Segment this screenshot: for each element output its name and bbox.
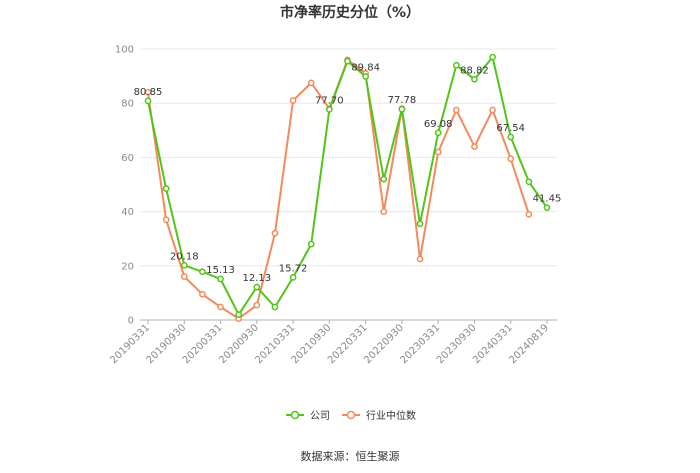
legend-industry-label: 行业中位数: [366, 409, 416, 422]
x-tick-label: 20240819: [507, 322, 551, 366]
data-point: [434, 129, 442, 137]
data-point: [471, 75, 478, 83]
data-point: [416, 220, 424, 228]
legend[interactable]: 公司 行业中位数: [286, 409, 416, 422]
data-point: [525, 178, 533, 186]
data-point: [434, 148, 442, 156]
data-point: [162, 185, 170, 192]
data-point: [307, 240, 315, 248]
data-point: [380, 175, 388, 183]
data-label: 88.82: [460, 65, 489, 76]
data-label: 15.13: [206, 265, 235, 276]
data-label: 80.85: [134, 87, 163, 98]
source-note: 数据来源：恒生聚源: [301, 449, 400, 463]
data-label: 69.08: [424, 119, 453, 130]
data-point: [416, 255, 424, 263]
data-point: [253, 301, 261, 309]
data-point: [344, 57, 351, 65]
data-label: 12.13: [242, 273, 271, 284]
data-point: [144, 97, 152, 105]
data-point: [489, 106, 496, 114]
data-point: [326, 106, 333, 113]
data-point: [199, 268, 206, 276]
data-point: [162, 216, 170, 224]
data-label: 15.72: [279, 263, 308, 274]
data-labels: 80.85 20.18 15.13 12.13 15.72 77.70 89.84 77.78…: [134, 63, 562, 285]
series: [144, 53, 551, 322]
data-point: [199, 290, 206, 298]
y-tick-label: 60: [121, 153, 134, 164]
y-tick-label: 40: [121, 207, 134, 218]
data-point: [271, 303, 279, 311]
data-point: [253, 283, 261, 291]
data-point: [144, 89, 152, 96]
data-point: [289, 274, 297, 281]
data-point: [471, 143, 478, 150]
data-point: [217, 275, 224, 283]
y-tick-label: 20: [121, 261, 134, 272]
axes: 0204060801002019033120190930202003312020…: [108, 45, 551, 367]
legend-item-company[interactable]: 公司: [286, 410, 330, 422]
data-point: [307, 79, 315, 87]
y-tick-label: 100: [115, 45, 134, 56]
data-point: [452, 61, 460, 69]
data-point: [362, 73, 369, 80]
legend-company-label: 公司: [310, 411, 330, 422]
data-point: [180, 261, 188, 269]
data-label: 67.54: [496, 123, 525, 134]
legend-item-industry-median[interactable]: 行业中位数: [342, 409, 416, 422]
data-label: 77.78: [388, 95, 417, 106]
data-point: [380, 208, 388, 215]
legend-industry-marker-icon: [346, 410, 356, 420]
y-tick-label: 0: [128, 316, 134, 327]
data-point: [217, 303, 224, 311]
y-tick-label: 80: [121, 99, 134, 110]
chart-title: 市净率历史分位（%）: [280, 4, 420, 21]
data-point: [543, 204, 551, 212]
data-point: [271, 229, 279, 237]
data-point: [507, 133, 515, 141]
grid: [140, 48, 557, 321]
legend-company-marker-icon: [290, 410, 300, 420]
data-label: 41.45: [533, 194, 562, 205]
data-point: [289, 97, 297, 104]
data-point: [180, 273, 188, 280]
data-point: [489, 53, 496, 61]
data-label: 77.70: [315, 95, 344, 106]
data-point: [398, 105, 406, 113]
data-label: 89.84: [351, 63, 380, 74]
data-point: [452, 106, 460, 114]
data-point: [235, 311, 243, 318]
data-point: [525, 210, 533, 218]
data-label: 20.18: [170, 251, 199, 262]
data-point: [507, 155, 515, 163]
